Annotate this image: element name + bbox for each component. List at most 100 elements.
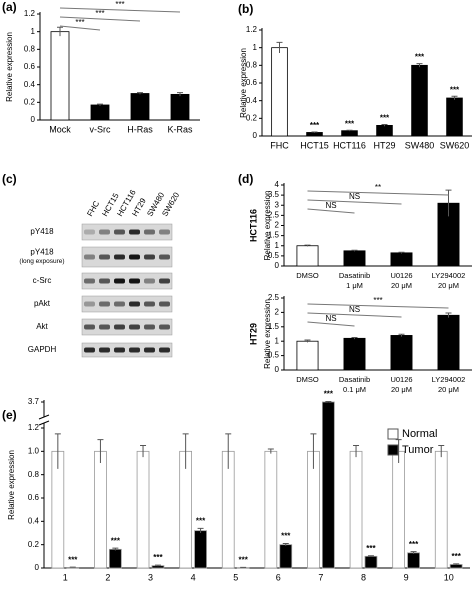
- bar: [194, 530, 207, 569]
- value-label: ***: [450, 85, 460, 94]
- value-label: ***: [409, 540, 419, 549]
- error-bar: [395, 439, 402, 463]
- significance-label: ***: [75, 18, 84, 27]
- error-bar: [325, 400, 332, 403]
- blot-strip: [81, 272, 173, 290]
- axis-break: [39, 417, 49, 423]
- value-label: ***: [451, 552, 461, 561]
- y-tick-label: 0.5: [268, 351, 280, 360]
- error-bar: [438, 445, 445, 458]
- y-tick-label: 0.4: [28, 516, 40, 525]
- panel-label: (c): [2, 172, 17, 186]
- bar: [50, 31, 70, 121]
- blot-band: [114, 254, 125, 260]
- y-tick-label: 0: [31, 115, 36, 124]
- bar: [343, 250, 366, 267]
- bar: [130, 93, 150, 121]
- error-bar: [351, 336, 358, 340]
- y-tick-label: 1.0: [28, 446, 40, 455]
- bar: [94, 450, 107, 569]
- blot-band: [129, 278, 140, 284]
- significance-line: [307, 303, 449, 309]
- x-tick-label: 20 μM: [438, 385, 459, 394]
- bar: [343, 337, 366, 371]
- y-tick-label: 0.2: [28, 540, 40, 549]
- blot-strip: [81, 295, 173, 313]
- significance-label: ***: [115, 0, 124, 9]
- blot-band: [99, 254, 110, 260]
- blot-strip: [81, 318, 173, 336]
- lane-label: FHC: [85, 199, 101, 218]
- value-label: ***: [324, 390, 334, 399]
- blot-row-label: pY418: [30, 227, 54, 236]
- blot-band: [144, 347, 155, 353]
- blot-row-label: c-Src: [33, 276, 52, 285]
- y-tick-label: 1: [253, 43, 258, 52]
- bar: [321, 401, 335, 569]
- significance-line: [307, 199, 402, 205]
- panel-label: (e): [2, 408, 17, 422]
- x-tick-label: 7: [318, 572, 323, 582]
- y-axis-label: Relative expression: [5, 32, 14, 102]
- bar: [349, 450, 363, 569]
- error-bar: [97, 439, 104, 463]
- x-tick-label: HCT15: [300, 140, 329, 150]
- y-tick-label: 3.7: [28, 397, 40, 406]
- bar: [390, 252, 413, 267]
- y-tick-label: 0.6: [28, 493, 40, 502]
- bar: [341, 130, 358, 137]
- error-bar: [353, 445, 360, 458]
- value-label: ***: [111, 536, 121, 545]
- blot-band: [144, 278, 155, 284]
- bar: [279, 544, 293, 569]
- blot-band: [84, 278, 95, 284]
- bar: [90, 104, 110, 121]
- error-bar: [346, 129, 353, 132]
- x-tick-label: 20 μM: [391, 385, 412, 394]
- x-tick-label: 6: [276, 572, 281, 582]
- x-tick-label: 9: [404, 572, 409, 582]
- x-tick-label: v-Src: [90, 124, 111, 134]
- axis-break-mark: [38, 414, 50, 420]
- x-tick-label: K-Ras: [167, 124, 193, 134]
- blot-band: [99, 301, 110, 307]
- error-bar: [140, 445, 147, 458]
- bar: [392, 450, 405, 569]
- error-bar: [445, 312, 452, 318]
- error-bar: [398, 251, 405, 254]
- blot-band: [84, 229, 95, 235]
- y-tick-label: 1.2: [246, 25, 258, 34]
- significance-label: NS: [325, 201, 336, 210]
- y-tick-label: 4: [275, 180, 280, 189]
- bar: [390, 335, 413, 371]
- y-tick-label: 0: [253, 131, 258, 140]
- x-tick-label: 0.1 μM: [343, 385, 366, 394]
- blot-row-label: pY418: [30, 248, 54, 257]
- significance-label: NS: [349, 305, 360, 314]
- y-axis-label: Relative expression: [263, 191, 272, 261]
- blot-strip: [81, 223, 173, 241]
- error-bar: [410, 551, 417, 554]
- x-tick-label: HT29: [373, 140, 395, 150]
- error-bar: [182, 433, 189, 469]
- error-bar: [381, 124, 388, 127]
- error-bar: [453, 563, 460, 566]
- bar: [271, 47, 288, 137]
- error-bar: [398, 333, 405, 337]
- x-tick-label: SW620: [440, 140, 470, 150]
- bar: [434, 450, 448, 569]
- significance-line: [59, 16, 141, 22]
- error-bar: [445, 189, 452, 217]
- x-tick-label: 4: [191, 572, 196, 582]
- x-tick-label: 5: [233, 572, 238, 582]
- blot-band: [99, 229, 110, 235]
- axis-break-mark: [38, 420, 50, 426]
- value-label: ***: [345, 119, 355, 128]
- blot-band: [84, 324, 95, 330]
- value-label: ***: [415, 53, 425, 62]
- bar: [437, 314, 460, 371]
- x-tick-label: H-Ras: [127, 124, 153, 134]
- x-tick-label: DMSO: [296, 375, 319, 384]
- significance-line: [59, 25, 101, 31]
- error-bar: [367, 555, 374, 557]
